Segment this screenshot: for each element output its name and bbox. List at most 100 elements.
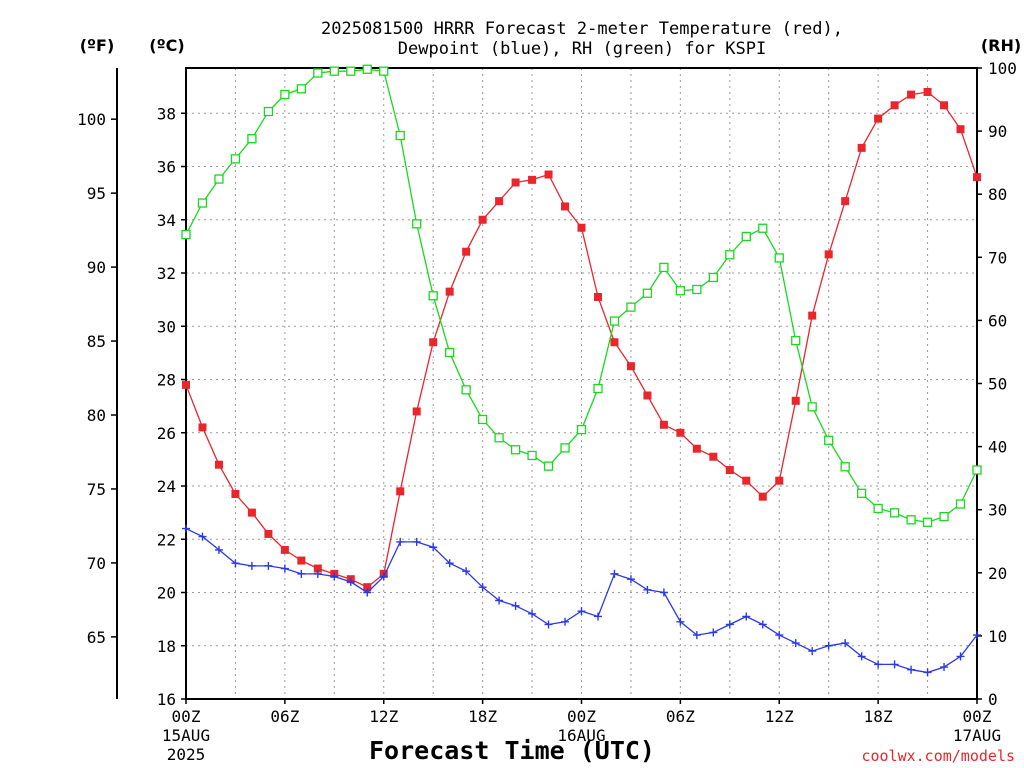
dewpoint-point xyxy=(313,569,322,578)
celsius-tick-label: 38 xyxy=(157,104,176,123)
dewpoint-point xyxy=(495,596,504,605)
rh-point xyxy=(659,262,669,273)
dewpoint-point xyxy=(626,575,635,584)
time-tick-label: 00Z xyxy=(172,707,201,726)
rh-point xyxy=(263,106,274,117)
rh-unit-label: (RH) xyxy=(981,36,1021,55)
2-meter-temperature-point xyxy=(626,362,635,371)
2-meter-temperature-point xyxy=(791,396,800,405)
dewpoint-point xyxy=(264,561,273,570)
rh-point xyxy=(774,253,784,263)
dewpoint-point xyxy=(907,665,916,674)
dewpoint-point xyxy=(857,652,866,661)
dewpoint-point xyxy=(676,617,685,626)
dewpoint-point xyxy=(956,652,965,661)
dewpoint-point xyxy=(923,668,932,677)
rh-point xyxy=(593,383,603,394)
rh-point xyxy=(494,433,504,443)
2-meter-temperature-point xyxy=(231,489,240,498)
fahrenheit-tick-label: 80 xyxy=(87,406,106,425)
rh-point xyxy=(477,414,488,425)
fahrenheit-tick-label: 85 xyxy=(87,332,106,351)
2-meter-temperature-point xyxy=(198,423,207,432)
rh-point xyxy=(329,66,339,76)
2-meter-temperature-point xyxy=(511,178,520,187)
plot-frame xyxy=(185,67,978,700)
rh-point xyxy=(214,174,224,184)
rh-point xyxy=(758,223,768,233)
2-meter-temperature-point xyxy=(363,583,372,592)
rh-point xyxy=(922,517,933,527)
2-meter-temperature-point xyxy=(923,87,932,96)
dewpoint-point xyxy=(198,532,207,541)
dewpoint-point xyxy=(593,612,602,621)
2-meter-temperature-point xyxy=(907,90,916,99)
time-tick-label: 12Z xyxy=(765,707,794,726)
dewpoint-point xyxy=(544,620,553,629)
time-tick-date: 16AUG xyxy=(557,726,605,745)
dewpoint-point xyxy=(973,631,981,640)
rh-point xyxy=(725,250,735,260)
dewpoint-point xyxy=(775,631,784,640)
time-tick-label: 00Z xyxy=(567,707,596,726)
fahrenheit-tick-label: 65 xyxy=(87,628,106,647)
fahrenheit-axis: 65 70 75 80 85 90 95 100 xyxy=(77,110,117,647)
celsius-tick-label: 20 xyxy=(157,584,176,603)
dewpoint-point xyxy=(379,572,388,581)
dewpoint-point xyxy=(280,564,289,573)
rh-point xyxy=(807,402,817,412)
2-meter-temperature-point xyxy=(973,173,981,182)
2-meter-temperature-point xyxy=(247,508,256,517)
time-tick-label: 06Z xyxy=(270,707,299,726)
dewpoint-point xyxy=(297,569,306,578)
2-meter-temperature-point xyxy=(280,545,289,554)
celsius-axis: 16 18 20 22 24 26 28 30 32 34 36 38 xyxy=(157,104,186,709)
2-meter-temperature-point xyxy=(577,223,586,232)
dewpoint-point xyxy=(231,559,240,568)
dewpoint-point xyxy=(659,588,668,597)
rh-point xyxy=(840,462,850,472)
rh-tick-label: 80 xyxy=(988,185,1007,204)
rh-series xyxy=(181,64,982,527)
celsius-tick-label: 34 xyxy=(157,211,176,230)
dewpoint-point xyxy=(561,617,570,626)
dewpoint-point xyxy=(528,609,537,618)
rh-point xyxy=(280,89,290,100)
rh-point xyxy=(824,435,834,445)
rh-point xyxy=(296,84,307,94)
dewpoint-point xyxy=(182,524,190,533)
rh-point xyxy=(741,231,751,242)
dewpoint-point xyxy=(396,537,405,546)
rh-point xyxy=(906,515,916,525)
rh-point xyxy=(560,443,570,453)
dewpoint-point xyxy=(940,663,949,672)
rh-point xyxy=(576,424,587,435)
fahrenheit-tick-label: 70 xyxy=(87,554,106,573)
2-meter-temperature-point xyxy=(313,564,322,573)
rh-tick-label: 60 xyxy=(988,311,1007,330)
2-meter-temperature-point xyxy=(692,444,701,453)
chart-title-line2: Dewpoint (blue), RH (green) for KSPI xyxy=(398,39,766,59)
2-meter-temperature-point xyxy=(758,492,767,501)
2-meter-temperature-point xyxy=(593,292,602,301)
dewpoint-point xyxy=(692,631,701,640)
rh-tick-label: 20 xyxy=(988,564,1007,583)
rh-axis: 0 10 20 30 40 50 60 70 80 90 100 xyxy=(977,59,1017,709)
2-meter-temperature-point xyxy=(610,338,619,347)
fahrenheit-tick-label: 75 xyxy=(87,480,106,499)
celsius-tick-label: 26 xyxy=(157,424,176,443)
2-meter-temperature-series xyxy=(182,87,981,592)
chart-title-line1: 2025081500 HRRR Forecast 2-meter Tempera… xyxy=(321,19,843,39)
time-tick-year: 2025 xyxy=(167,745,206,764)
dewpoint-point xyxy=(346,577,355,586)
2-meter-temperature-point xyxy=(775,476,784,485)
celsius-unit-label: (ºC) xyxy=(149,36,184,55)
dewpoint-point xyxy=(841,639,850,648)
rh-line xyxy=(185,68,978,523)
dewpoint-point xyxy=(478,583,487,592)
fahrenheit-tick-label: 90 xyxy=(87,258,106,277)
celsius-tick-label: 16 xyxy=(157,690,176,709)
rh-point xyxy=(379,66,389,76)
dewpoint-series xyxy=(182,524,981,677)
